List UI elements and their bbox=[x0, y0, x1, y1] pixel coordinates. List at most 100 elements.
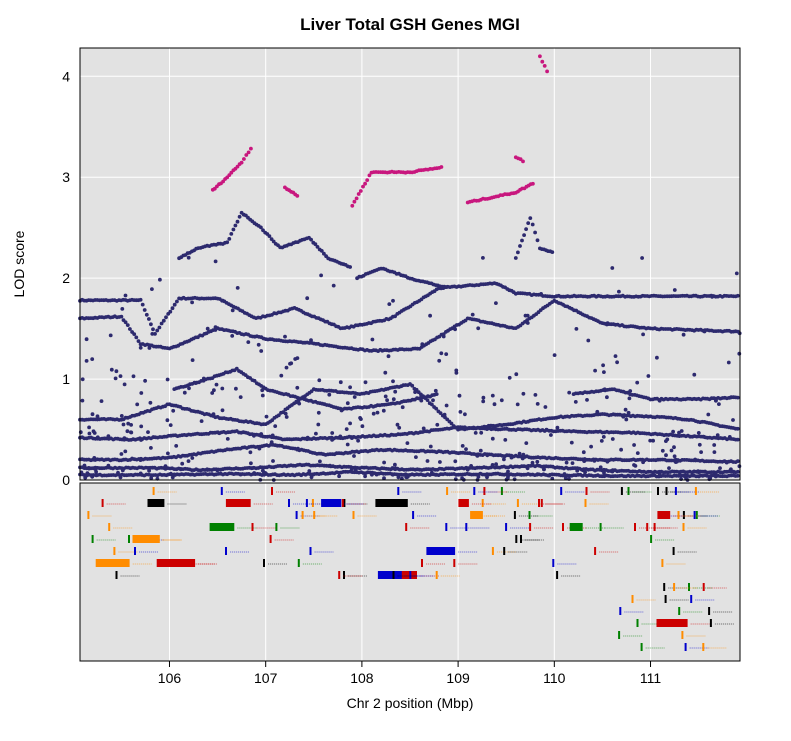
data-point bbox=[517, 451, 522, 456]
data-point bbox=[95, 435, 100, 440]
data-point bbox=[345, 401, 350, 406]
gene-bar bbox=[108, 523, 111, 531]
data-point bbox=[313, 242, 318, 247]
data-point bbox=[168, 471, 173, 476]
data-point bbox=[494, 301, 498, 305]
data-point bbox=[433, 473, 438, 477]
gene-bar bbox=[409, 571, 412, 579]
data-point bbox=[229, 232, 234, 236]
gene-bar bbox=[470, 511, 483, 519]
data-point bbox=[735, 293, 740, 298]
data-point bbox=[256, 342, 261, 347]
data-point bbox=[599, 439, 604, 443]
data-point bbox=[337, 474, 341, 479]
data-point bbox=[535, 472, 540, 476]
data-point bbox=[564, 460, 569, 465]
data-point bbox=[589, 444, 593, 449]
data-point bbox=[724, 460, 729, 465]
data-point bbox=[697, 442, 702, 447]
data-point bbox=[619, 447, 623, 452]
gene-bar bbox=[311, 499, 314, 507]
data-point bbox=[640, 256, 644, 260]
data-point bbox=[212, 388, 216, 393]
data-point bbox=[295, 356, 300, 360]
data-point bbox=[530, 222, 535, 227]
data-point bbox=[165, 418, 170, 423]
data-point bbox=[82, 463, 87, 468]
data-point bbox=[118, 374, 123, 378]
gene-bar bbox=[115, 571, 118, 579]
data-point bbox=[610, 266, 615, 270]
gene-bar bbox=[313, 511, 316, 519]
data-point bbox=[581, 468, 585, 473]
data-point bbox=[506, 476, 510, 480]
data-point bbox=[431, 398, 435, 403]
data-point bbox=[109, 367, 114, 372]
gene-bar bbox=[515, 535, 518, 543]
data-point bbox=[279, 373, 284, 378]
gene-bar bbox=[481, 499, 484, 507]
gene-bar bbox=[702, 643, 705, 651]
gene-bar bbox=[181, 559, 196, 567]
data-point bbox=[225, 437, 230, 441]
data-point bbox=[78, 430, 83, 435]
gene-bar bbox=[392, 571, 395, 579]
data-point bbox=[305, 296, 310, 301]
data-point bbox=[533, 230, 537, 235]
data-point bbox=[138, 297, 143, 302]
data-point bbox=[519, 472, 524, 477]
y-axis: 0 1 2 3 4 bbox=[62, 68, 70, 488]
data-point bbox=[555, 425, 560, 430]
data-point bbox=[613, 354, 618, 358]
data-point bbox=[528, 216, 533, 221]
gene-track-gridlines bbox=[168, 483, 652, 661]
data-point bbox=[365, 178, 370, 183]
data-point bbox=[669, 448, 674, 453]
gene-bar bbox=[503, 547, 506, 555]
data-point bbox=[214, 382, 219, 387]
data-point bbox=[316, 422, 321, 427]
gene-bar bbox=[269, 535, 272, 543]
gene-bar bbox=[147, 499, 165, 507]
data-point bbox=[213, 325, 218, 330]
data-point bbox=[391, 298, 395, 303]
data-point bbox=[605, 395, 609, 400]
gene-bar bbox=[101, 499, 104, 507]
gene-bar bbox=[505, 523, 508, 531]
gene-bar bbox=[653, 523, 656, 531]
data-point bbox=[569, 440, 574, 445]
data-point bbox=[453, 477, 458, 482]
data-point bbox=[693, 457, 698, 462]
data-point bbox=[375, 410, 380, 415]
data-point bbox=[233, 223, 238, 228]
data-point bbox=[664, 453, 668, 458]
data-point bbox=[166, 451, 170, 456]
x-tick-label: 109 bbox=[446, 670, 470, 686]
data-point bbox=[520, 456, 525, 461]
data-point bbox=[190, 300, 195, 305]
gene-bar bbox=[225, 547, 227, 555]
gene-bar bbox=[672, 547, 675, 555]
gene-bar bbox=[87, 511, 90, 519]
gene-bar bbox=[682, 523, 685, 531]
data-point bbox=[213, 259, 218, 264]
data-point bbox=[120, 307, 125, 311]
gene-bar bbox=[656, 619, 688, 627]
data-point bbox=[246, 340, 251, 344]
data-point bbox=[151, 327, 155, 332]
data-point bbox=[143, 378, 148, 383]
data-point bbox=[259, 432, 264, 436]
data-point bbox=[90, 412, 95, 417]
data-point bbox=[549, 433, 553, 437]
gene-bar bbox=[157, 535, 160, 543]
data-point bbox=[352, 454, 356, 458]
gene-bar bbox=[650, 535, 653, 543]
data-point bbox=[158, 277, 162, 282]
y-tick-label: 4 bbox=[62, 68, 70, 84]
data-point bbox=[522, 233, 526, 238]
data-point bbox=[521, 452, 526, 457]
data-point bbox=[225, 240, 230, 245]
data-point bbox=[506, 469, 510, 474]
data-point bbox=[512, 477, 517, 482]
